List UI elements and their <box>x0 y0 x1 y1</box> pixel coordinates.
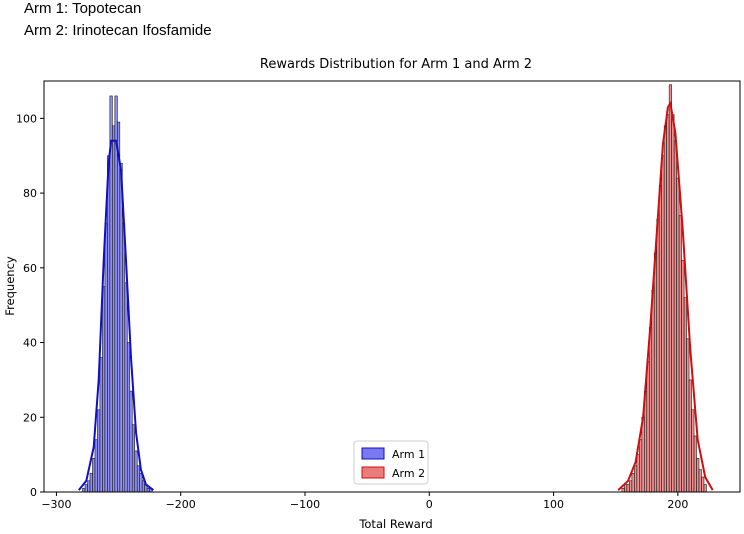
histogram-bar <box>666 114 670 493</box>
histogram-bar <box>696 458 700 493</box>
histogram-bar <box>131 424 136 493</box>
caption-arm-1: Arm 1: Topotecan <box>24 0 142 17</box>
histogram-bar <box>134 450 138 493</box>
histogram-bar <box>686 338 690 493</box>
histogram-bar <box>112 125 116 493</box>
histogram-bar <box>646 360 650 493</box>
histogram-bar <box>698 469 702 493</box>
histogram-bar <box>126 342 131 493</box>
histogram-bar <box>636 454 640 493</box>
histogram-bar <box>82 487 86 493</box>
y-tick-label: 20 <box>23 411 37 424</box>
histogram-bar <box>124 282 128 493</box>
plot-frame <box>43 80 741 493</box>
histogram-bar <box>634 465 638 493</box>
histogram-bar <box>631 473 635 493</box>
histogram-bar <box>94 439 98 493</box>
y-tick-label: 0 <box>30 486 37 499</box>
legend-swatch-arm-2 <box>361 466 385 479</box>
kde-curve-2 <box>617 100 714 491</box>
histogram-bar <box>639 439 643 493</box>
histogram-bar <box>129 390 133 493</box>
histogram-bar <box>648 327 653 493</box>
histogram-bar <box>87 480 91 493</box>
histogram-bar <box>678 215 682 493</box>
legend: Arm 1 Arm 2 <box>353 440 429 485</box>
kde-curve-1 <box>78 139 154 491</box>
histogram-bar <box>626 484 630 493</box>
histogram-bar <box>656 218 660 493</box>
histogram-bar <box>701 476 705 493</box>
x-tick-label: −100 <box>290 498 320 511</box>
histogram-bar <box>658 185 663 493</box>
x-tick-label: 100 <box>543 498 564 511</box>
histogram-bar <box>97 409 101 493</box>
x-axis-title: Total Reward <box>358 517 432 531</box>
histogram-bar <box>661 155 665 493</box>
histogram-bar <box>624 484 628 493</box>
y-tick-label: 60 <box>23 262 37 275</box>
histogram-bar <box>84 484 88 493</box>
caption-arm-2: Arm 2: Irinotecan Ifosfamide <box>24 22 212 39</box>
histogram-bar <box>114 95 118 493</box>
series-1-bars <box>82 95 153 493</box>
histogram-bar <box>668 84 672 493</box>
x-tick-label: −200 <box>166 498 196 511</box>
y-axis-title: Frequency <box>3 256 17 316</box>
histogram-bar <box>99 357 103 493</box>
histogram-bar <box>107 155 111 493</box>
series-2-bars <box>621 84 707 493</box>
legend-label-arm-1: Arm 1 <box>392 448 425 461</box>
histogram-bar <box>691 409 695 493</box>
histogram-bar <box>117 121 121 493</box>
legend-label-arm-2: Arm 2 <box>392 467 425 480</box>
histogram-bar <box>676 177 680 493</box>
histogram-bar <box>673 140 677 493</box>
histogram-bar <box>136 465 140 493</box>
histogram-bar <box>683 297 687 493</box>
histogram-bar <box>663 125 667 493</box>
histogram-bar <box>122 222 126 493</box>
legend-swatch-arm-1 <box>361 447 385 460</box>
histogram-bar <box>651 289 655 493</box>
histogram-bar <box>89 473 93 493</box>
histogram-bar <box>688 379 692 493</box>
chart-title: Rewards Distribution for Arm 1 and Arm 2 <box>260 57 532 72</box>
x-tick-label: 0 <box>426 498 433 511</box>
y-tick-label: 100 <box>16 112 37 125</box>
histogram-bar <box>703 484 707 493</box>
histogram-bar <box>104 222 108 493</box>
histogram-bar <box>629 480 633 493</box>
histogram-bar <box>693 435 697 493</box>
y-tick-label: 80 <box>23 187 37 200</box>
histogram-bar <box>92 458 96 493</box>
histogram-bar <box>139 473 143 493</box>
x-tick-label: 200 <box>667 498 688 511</box>
histogram-bar <box>119 162 123 493</box>
histogram-bar <box>146 487 150 493</box>
y-tick-label: 40 <box>23 337 37 350</box>
histogram-bar <box>621 487 625 493</box>
histogram-bar <box>653 252 658 493</box>
histogram-bar <box>102 286 106 493</box>
histogram-bar <box>671 114 675 493</box>
histogram-bar <box>681 260 685 493</box>
x-tick-label: −300 <box>41 498 71 511</box>
